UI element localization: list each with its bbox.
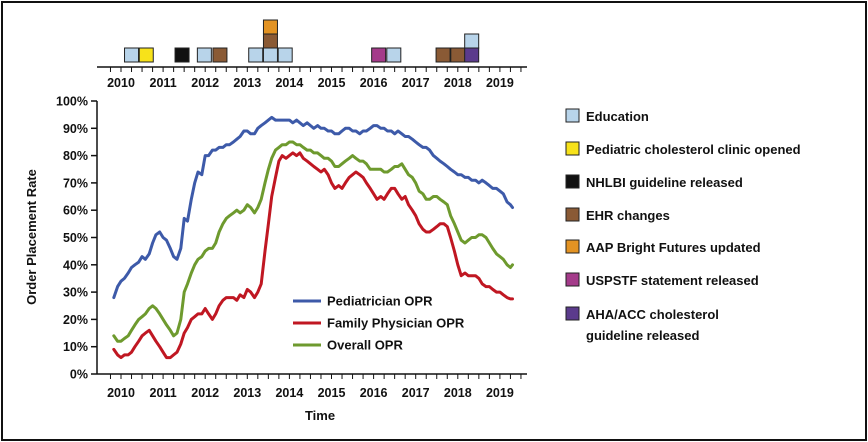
x-tick-label: 2010	[107, 386, 135, 400]
event-legend-label-line: NHLBI guideline released	[586, 175, 743, 190]
event-legend: Education Pediatric cholesterol clinic op…	[565, 108, 801, 343]
y-tick-label: 20%	[63, 313, 88, 327]
event-box-education	[196, 47, 212, 63]
event-legend-label-line: guideline released	[586, 328, 699, 343]
y-axis-ticks: 0% 10% 20% 30% 40% 50% 60% 70% 80% 90% 100%	[56, 95, 97, 382]
timeline-ticks: 2010 2011 2012 2013 2014 2015 2016 2017 2018 2019	[107, 67, 522, 90]
series-line-pediatrician-opr	[112, 115, 514, 300]
timeline-tick-label: 2011	[150, 76, 177, 90]
event-box-ehr	[262, 33, 278, 49]
event-legend-swatch-aha	[565, 306, 580, 321]
event-legend-label: USPSTF statement released	[586, 273, 759, 288]
y-tick-label: 70%	[63, 176, 88, 190]
event-legend-label: EHR changes	[586, 208, 670, 223]
event-legend-label: AHA/ACC cholesterol guideline released	[586, 307, 719, 343]
x-tick-label: 2016	[360, 386, 388, 400]
event-box-education	[277, 47, 293, 63]
timeline-tick-label: 2015	[318, 76, 346, 90]
event-legend-label: Pediatric cholesterol clinic opened	[586, 142, 801, 157]
y-tick-label: 40%	[63, 258, 88, 272]
y-tick-label: 30%	[63, 286, 88, 300]
y-tick-label: 90%	[63, 122, 88, 136]
event-legend-label-line: Education	[586, 109, 649, 124]
event-legend-label: Education	[586, 109, 649, 124]
x-tick-label: 2011	[150, 386, 177, 400]
event-box-education	[464, 33, 480, 49]
event-legend-swatch-nhlbi	[565, 174, 580, 189]
series-line-family-physician-opr	[112, 151, 514, 360]
x-tick-label: 2015	[318, 386, 346, 400]
series-lines	[112, 115, 514, 360]
y-tick-label: 0%	[70, 368, 88, 382]
timeline-tick-label: 2016	[360, 76, 388, 90]
event-legend-label-line: EHR changes	[586, 208, 670, 223]
event-box-aha	[464, 47, 480, 63]
timeline-tick-label: 2014	[275, 76, 303, 90]
legend-label: Overall OPR	[327, 338, 403, 353]
event-legend-swatch-clinic	[565, 141, 580, 156]
x-tick-label: 2014	[275, 386, 303, 400]
event-legend-label-line: AHA/ACC cholesterol	[586, 307, 719, 322]
event-legend-swatch-education	[565, 108, 580, 123]
x-axis-label: Time	[305, 408, 335, 423]
event-box-education	[262, 47, 278, 63]
event-box-uspstf	[371, 47, 387, 63]
series-line-overall-opr	[112, 140, 514, 343]
event-box-education	[386, 47, 402, 63]
y-tick-label: 10%	[63, 340, 88, 354]
event-box-clinic	[138, 47, 154, 63]
event-box-aap	[262, 19, 278, 35]
event-legend-swatch-aap	[565, 239, 580, 254]
event-legend-label: AAP Bright Futures updated	[586, 240, 761, 255]
event-box-ehr	[435, 47, 451, 63]
x-tick-label: 2018	[444, 386, 472, 400]
event-box-education	[124, 47, 140, 63]
timeline-tick-label: 2018	[444, 76, 472, 90]
x-tick-label: 2012	[191, 386, 219, 400]
events-timeline: 2010 2011 2012 2013 2014 2015 2016 2017 2018 2019	[97, 19, 527, 90]
event-box-ehr	[450, 47, 466, 63]
y-tick-label: 80%	[63, 149, 88, 163]
y-tick-label: 50%	[63, 231, 88, 245]
y-tick-label: 100%	[56, 95, 88, 109]
event-box-nhlbi	[174, 47, 190, 63]
event-legend-swatch-uspstf	[565, 272, 580, 287]
event-box-education	[248, 47, 264, 63]
event-box-ehr	[212, 47, 228, 63]
timeline-tick-label: 2019	[486, 76, 514, 90]
y-axis-label: Order Placement Rate	[24, 169, 39, 305]
event-legend-label-line: Pediatric cholesterol clinic opened	[586, 142, 801, 157]
timeline-tick-label: 2017	[402, 76, 430, 90]
x-tick-label: 2017	[402, 386, 430, 400]
event-legend-swatch-ehr	[565, 207, 580, 222]
legend-label: Family Physician OPR	[327, 316, 465, 331]
y-tick-label: 60%	[63, 204, 88, 218]
legend-label: Pediatrician OPR	[327, 294, 433, 309]
timeline-tick-label: 2012	[191, 76, 219, 90]
x-tick-label: 2013	[233, 386, 261, 400]
chart-axes: 0%10%20%30%40%50%60%70%80%90%100% 2010 20…	[56, 95, 527, 400]
event-legend-label: NHLBI guideline released	[586, 175, 743, 190]
x-axis-ticks: 2010 2011 2012 2013 2014 2015 2016 2017 2018 2019	[107, 374, 522, 400]
series-legend: Pediatrician OPR Family Physician OPR Over…	[293, 294, 465, 353]
timeline-event-boxes	[124, 19, 480, 63]
timeline-tick-label: 2013	[233, 76, 261, 90]
x-tick-label: 2019	[486, 386, 514, 400]
timeline-tick-label: 2010	[107, 76, 135, 90]
event-legend-label-line: USPSTF statement released	[586, 273, 759, 288]
event-legend-label-line: AAP Bright Futures updated	[586, 240, 761, 255]
